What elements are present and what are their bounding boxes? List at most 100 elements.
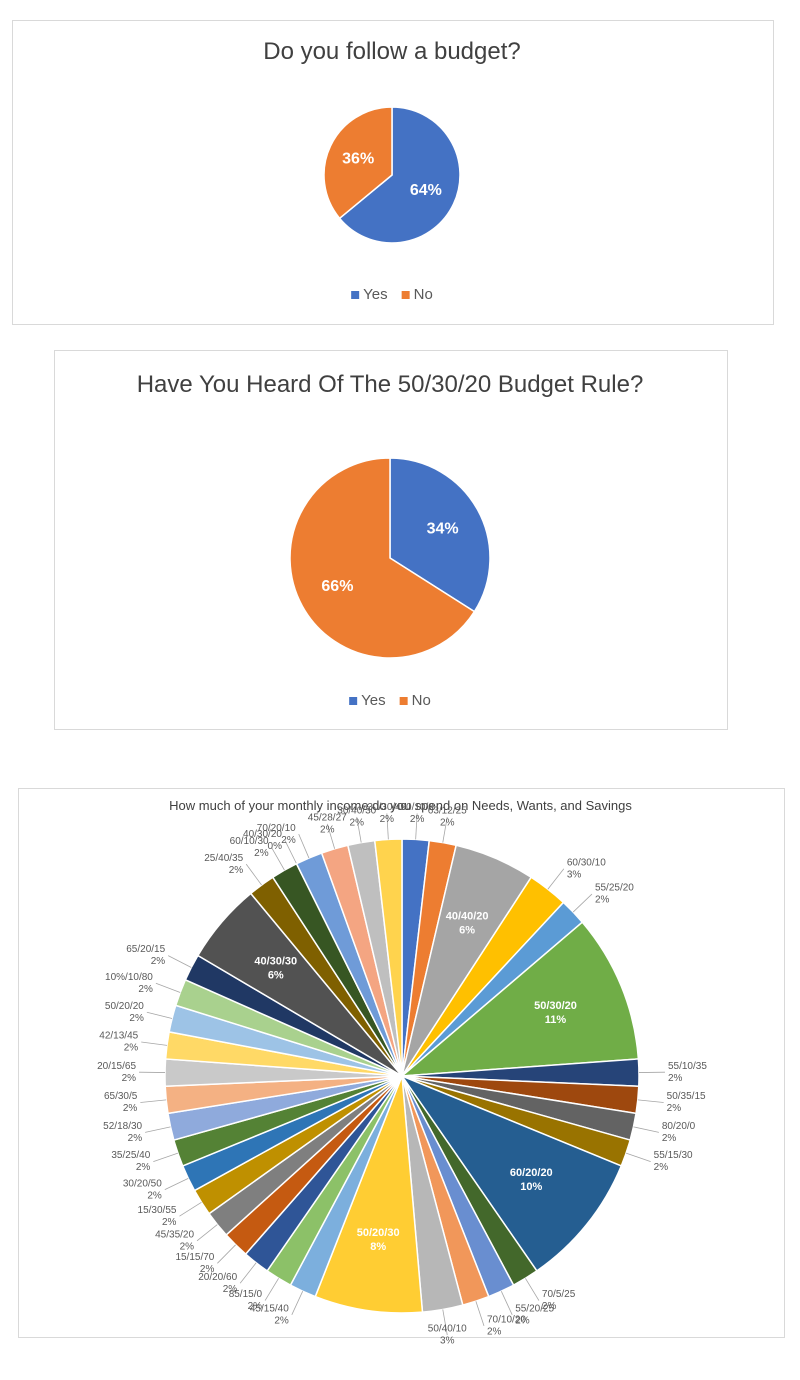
- chart-title: Have You Heard Of The 50/30/20 Budget Ru…: [136, 371, 644, 398]
- pie-slice: [314, 1075, 424, 1314]
- data-label: 2%: [667, 1103, 682, 1114]
- leader-line: [415, 813, 418, 840]
- slice-label: 20/20/60: [198, 1272, 237, 1283]
- leader-line: [141, 1041, 168, 1046]
- data-label: 2%: [542, 1301, 557, 1312]
- data-label: 3%: [567, 869, 582, 880]
- leader-line: [442, 816, 448, 843]
- slice-label: 35/25/40: [111, 1150, 150, 1161]
- slice-label: 45/28/27: [308, 812, 347, 823]
- data-label: 66%: [321, 578, 353, 595]
- slice-label: 30/30/40: [367, 802, 406, 813]
- data-label: 6%: [268, 969, 284, 981]
- data-label: 2%: [223, 1284, 238, 1295]
- slice-label: 10%/10/80: [105, 972, 153, 983]
- slice-label: 50/40/10: [428, 1324, 467, 1335]
- data-label: 11%: [545, 1014, 567, 1026]
- data-label: 2%: [129, 1013, 144, 1024]
- slice-label: 60/10/30: [230, 836, 269, 847]
- slice-label: 45/35/20: [155, 1229, 194, 1240]
- data-label: 2%: [162, 1217, 177, 1228]
- pie-slice: [399, 1074, 623, 1272]
- slice-label: 45/15/40: [250, 1303, 289, 1314]
- data-label: 2%: [487, 1327, 502, 1338]
- leader-line: [239, 1262, 257, 1284]
- leader-line: [356, 816, 362, 843]
- data-label: 2%: [136, 1162, 151, 1173]
- data-label: 3%: [440, 1336, 455, 1347]
- legend-swatch: [399, 697, 408, 705]
- slice-label: 90/10/0: [400, 802, 434, 813]
- leader-line: [217, 1244, 236, 1264]
- leader-line: [442, 1309, 448, 1336]
- slice-label: 50/35/15: [667, 1091, 706, 1102]
- slice-label: 50/20/30: [357, 1227, 400, 1239]
- slice-label: 85/15/0: [229, 1289, 263, 1300]
- slice-label: 50/20/20: [105, 1001, 144, 1012]
- slice-label: 50/30/20: [534, 1000, 577, 1012]
- slice-label: 30/40/30: [337, 806, 376, 817]
- data-label: 2%: [654, 1162, 669, 1173]
- data-label: 6%: [459, 924, 475, 936]
- data-label: 34%: [427, 520, 459, 537]
- legend-label: Yes: [361, 692, 385, 709]
- leader-line: [291, 1291, 304, 1315]
- slice-label: 40/30/20: [243, 829, 282, 840]
- data-label: 2%: [254, 848, 269, 859]
- slice-label: 65/30/5: [104, 1091, 138, 1102]
- data-label: 2%: [662, 1133, 677, 1144]
- leader-line: [140, 1099, 167, 1103]
- data-label: 2%: [440, 818, 455, 829]
- slice-label: 60/20/20: [510, 1167, 553, 1179]
- leader-line: [245, 863, 262, 886]
- data-label: 2%: [122, 1073, 137, 1084]
- leader-line: [155, 982, 181, 993]
- leader-line: [637, 1099, 664, 1103]
- data-label: 2%: [180, 1241, 195, 1252]
- slice-label: 52/18/30: [103, 1121, 142, 1132]
- chart-title: Do you follow a budget?: [263, 38, 521, 65]
- leader-line: [326, 823, 336, 849]
- leader-line: [145, 1126, 171, 1133]
- data-label: 2%: [128, 1133, 143, 1144]
- leader-line: [153, 1152, 179, 1162]
- leader-line: [264, 1278, 279, 1301]
- data-label: 8%: [370, 1241, 386, 1253]
- data-label: 2%: [274, 1315, 289, 1326]
- slice-label: 42/13/45: [99, 1031, 138, 1042]
- legend-swatch: [351, 291, 360, 299]
- slice-label: 55/10/35: [668, 1061, 707, 1072]
- leader-line: [168, 955, 192, 968]
- data-label: 2%: [668, 1073, 683, 1084]
- data-label: 36%: [342, 150, 374, 167]
- pie-slice: [289, 457, 476, 659]
- legend-label: Yes: [363, 286, 387, 303]
- data-label: 2%: [595, 895, 610, 906]
- data-label: 2%: [147, 1190, 162, 1201]
- leader-line: [547, 868, 565, 890]
- slice-label: 15/15/70: [175, 1252, 214, 1263]
- leader-line: [164, 1178, 189, 1190]
- slice-label: 20/15/65: [97, 1061, 136, 1072]
- data-label: 2%: [124, 1043, 139, 1054]
- leader-line: [271, 847, 285, 871]
- slice-label: 55/15/30: [654, 1150, 693, 1161]
- data-label: 2%: [151, 956, 166, 967]
- data-label: 2%: [410, 814, 425, 825]
- data-label: 0%: [268, 841, 283, 852]
- slice-label: 30/20/50: [123, 1178, 162, 1189]
- leader-line: [179, 1201, 202, 1217]
- data-label: 2%: [229, 865, 244, 876]
- legend-label: No: [414, 286, 433, 303]
- data-label: 2%: [515, 1315, 530, 1326]
- slice-label: 15/30/55: [138, 1205, 177, 1216]
- slice-label: 70/5/25: [542, 1289, 576, 1300]
- chart-title: How much of your monthly income do you s…: [169, 798, 632, 813]
- pie-slice: [399, 921, 640, 1077]
- leader-line: [500, 1291, 513, 1315]
- leader-line: [196, 1224, 218, 1242]
- legend-label: No: [412, 692, 431, 709]
- legend-swatch: [349, 697, 358, 705]
- data-label: 10%: [520, 1181, 542, 1193]
